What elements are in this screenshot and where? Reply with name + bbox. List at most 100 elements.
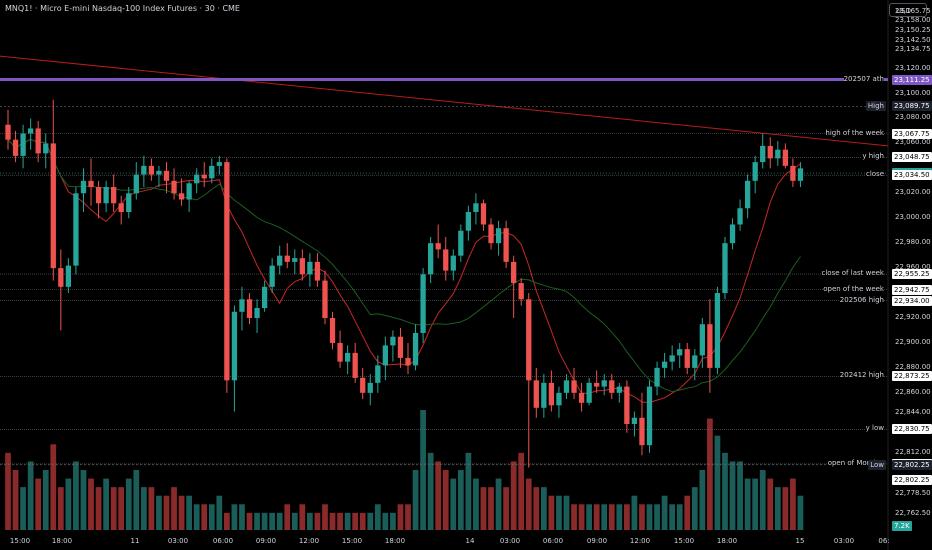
volume-bar: [276, 512, 283, 530]
candle-body: [292, 258, 298, 262]
price-tag: 23,089.75: [892, 101, 932, 112]
volume-bar: [533, 487, 540, 530]
candle-body: [684, 349, 690, 368]
volume-bar: [216, 495, 223, 530]
candle-body: [224, 162, 230, 381]
candle-body: [782, 149, 788, 166]
candle-body: [797, 168, 804, 181]
candle-body: [488, 224, 494, 244]
volume-bar: [140, 487, 147, 530]
volume-bar: [239, 504, 245, 530]
candle-body: [511, 261, 517, 284]
price-tag: 22,802.25: [892, 459, 932, 470]
candle-body: [269, 265, 275, 287]
candle-body: [526, 299, 532, 381]
volume-bar: [344, 512, 351, 530]
level-label: high of the week: [825, 128, 884, 137]
volume-bar: [20, 487, 26, 530]
price-tick-label: 22,960.00: [895, 263, 931, 272]
candle-body: [412, 332, 419, 366]
time-tick-label: 18:00: [51, 537, 73, 545]
currency-button[interactable]: USD: [889, 3, 927, 17]
candle-body: [624, 386, 630, 424]
volume-bar: [608, 504, 615, 530]
candle-body: [337, 342, 343, 362]
volume-bar: [201, 504, 208, 530]
candle-body: [737, 208, 743, 225]
candle-body: [767, 145, 773, 159]
volume-bar: [314, 512, 321, 530]
candle-body: [390, 336, 396, 346]
price-tick-label: 23,142.50: [895, 35, 931, 44]
volume-bar: [586, 504, 592, 530]
candle-body: [28, 128, 34, 134]
time-tick-label: 09:00: [586, 537, 608, 545]
candle-body: [775, 149, 781, 159]
volume-bar: [73, 461, 79, 530]
candle-body: [465, 212, 472, 231]
candle-body: [654, 367, 660, 387]
volume-bar: [624, 504, 630, 530]
volume-bar: [163, 495, 170, 530]
candle-body: [156, 170, 162, 175]
candle-body: [35, 128, 41, 154]
volume-bar: [503, 487, 509, 530]
volume-bar: [518, 452, 525, 530]
level-label: Low: [868, 459, 886, 470]
volume-bar: [556, 495, 562, 530]
candle-body: [420, 274, 426, 333]
volume-bar: [714, 435, 721, 530]
price-tick-label: 22,778.50: [895, 489, 931, 498]
time-tick-label: 15: [795, 537, 805, 545]
candle-body: [631, 417, 638, 424]
candle-body: [246, 299, 253, 318]
volume-bar: [480, 487, 487, 530]
candle-body: [473, 203, 479, 212]
candle-body: [677, 349, 683, 356]
volume-bar: [578, 504, 585, 530]
price-tick-label: 23,100.00: [895, 88, 931, 97]
volume-bar: [125, 478, 132, 530]
candle-body: [367, 382, 373, 393]
volume-bar: [103, 478, 109, 530]
volume-bar: [367, 512, 374, 530]
time-tick-label: 06:: [878, 537, 890, 545]
candle-body: [111, 187, 117, 204]
price-tick-label: 22,844.00: [895, 407, 931, 416]
candle-body: [556, 392, 562, 406]
volume-bar: [231, 504, 238, 530]
volume-bar: [790, 478, 796, 530]
candle-body: [692, 355, 698, 368]
volume-bar: [525, 478, 532, 530]
time-tick-label: 15:00: [341, 537, 363, 545]
candle-body: [314, 261, 321, 281]
level-label: open of the week: [823, 284, 884, 293]
price-tick-label: 22,762.50: [895, 509, 931, 518]
volume-bar: [307, 512, 313, 530]
moving-average-green: [7, 138, 801, 393]
candle-body: [458, 230, 464, 256]
volume-bar: [118, 487, 125, 530]
price-tick-label: 22,812.00: [895, 447, 931, 456]
symbol-title[interactable]: MNQ1! · Micro E-mini Nasdaq-100 Index Fu…: [5, 4, 240, 13]
volume-bar: [299, 504, 306, 530]
volume-bar: [684, 495, 691, 530]
time-tick-label: 06:00: [212, 537, 234, 545]
candle-body: [20, 133, 26, 156]
candle-body: [73, 193, 79, 266]
candle-body: [360, 377, 366, 393]
volume-bar: [661, 495, 668, 530]
level-label: open of Monday: [827, 458, 884, 467]
candle-body: [148, 165, 155, 175]
candle-body: [141, 165, 147, 175]
time-tick-label: 03:00: [833, 537, 855, 545]
candle-body: [480, 203, 487, 225]
candle-body: [171, 180, 177, 194]
volume-bar: [284, 504, 291, 530]
candle-body: [88, 180, 94, 188]
candle-body: [518, 283, 524, 300]
volume-bar: [737, 461, 743, 530]
candle-body: [729, 224, 736, 244]
level-label: 202507 ath: [843, 74, 884, 83]
